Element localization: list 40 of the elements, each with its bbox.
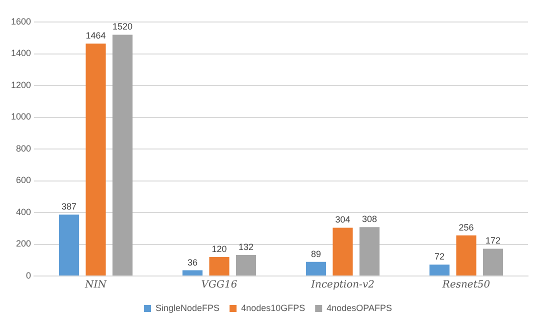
bar (182, 270, 203, 276)
bar (112, 34, 133, 276)
data-label: 256 (458, 222, 474, 232)
x-tick-label: Resnet50 (441, 280, 491, 291)
bar (332, 228, 353, 276)
data-label: 120 (212, 244, 227, 254)
data-label: 308 (362, 214, 378, 224)
y-tick-label: 0 (26, 270, 32, 280)
legend-label: 4nodesOPAFPS (326, 302, 392, 313)
legend-label: 4nodes10GFPS (241, 302, 306, 313)
legend-label: SingleNodeFPS (156, 302, 220, 313)
bar (456, 235, 476, 276)
bar (209, 256, 230, 276)
bar (86, 44, 106, 276)
y-tick-label: 1000 (10, 112, 32, 122)
data-label: 36 (188, 257, 198, 268)
bar (482, 248, 504, 276)
y-tick-label: 1200 (10, 80, 32, 90)
bar (236, 255, 256, 276)
data-label: 89 (310, 248, 322, 259)
data-label: 132 (238, 242, 254, 252)
y-tick-label: 200 (16, 238, 32, 249)
bar (359, 227, 380, 276)
bar (429, 264, 450, 276)
data-label: 304 (335, 214, 350, 225)
x-tick-label: Inception-v2 (310, 280, 374, 291)
data-label: 1520 (112, 22, 133, 32)
data-label: 387 (61, 202, 77, 212)
y-tick-label: 1400 (10, 48, 32, 58)
y-tick-label: 600 (16, 175, 32, 186)
x-tick-label: NIN (84, 280, 108, 291)
bar (58, 214, 80, 276)
y-tick-label: 1600 (10, 16, 32, 26)
bar (306, 262, 326, 276)
data-label: 172 (485, 236, 501, 246)
x-tick-label: VGG16 (201, 280, 238, 291)
data-label: 1464 (86, 30, 106, 41)
y-tick-label: 800 (16, 143, 32, 154)
data-label: 72 (434, 252, 445, 262)
y-tick-label: 400 (16, 206, 32, 217)
